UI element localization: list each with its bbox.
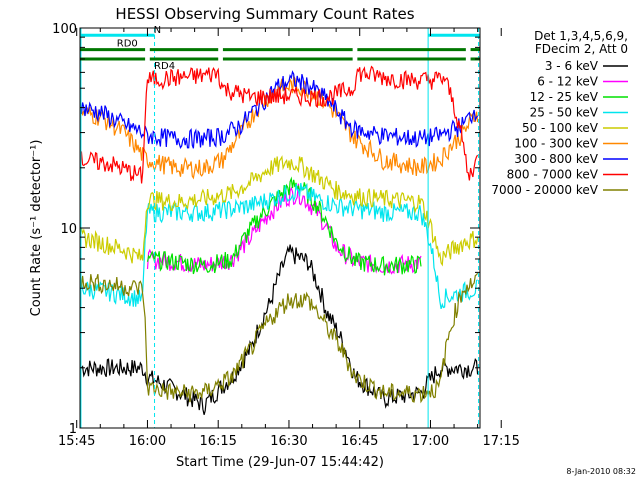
x-tick-label-2: 16:15	[199, 434, 236, 449]
series-3	[80, 182, 478, 310]
footer-date: 8-Jan-2010 08:32	[566, 467, 636, 476]
series-line-7	[80, 65, 479, 184]
flag-label-2: RD4	[154, 61, 175, 72]
series-2	[146, 176, 422, 276]
legend-label-7: 800 - 7000 keV	[507, 168, 599, 182]
axes: 15:45 16:00 16:15 16:30 16:45 17:00 17:15 1 10 10…	[52, 22, 520, 449]
legend-label-6: 300 - 800 keV	[514, 152, 598, 166]
series-line-3	[80, 182, 478, 310]
chart-title: HESSI Observing Summary Count Rates	[115, 5, 414, 23]
y-tick-label-2: 100	[52, 22, 77, 37]
y-tick-label-1: 10	[60, 222, 77, 237]
legend-header-line-1: Det 1,3,4,5,6,9,	[534, 29, 628, 43]
series-4	[80, 155, 479, 267]
legend-label-8: 7000 - 20000 keV	[491, 183, 598, 197]
legend-label-3: 25 - 50 keV	[530, 106, 599, 120]
x-tick-label-1: 16:00	[129, 434, 166, 449]
legend-label-4: 50 - 100 keV	[522, 121, 599, 135]
flag-label-0: N	[154, 25, 161, 36]
legend: Det 1,3,4,5,6,9, FDecim 2, Att 0 3 - 6 k…	[491, 29, 628, 197]
legend-label-5: 100 - 300 keV	[514, 137, 598, 151]
plot-area: N RD0 RD4	[80, 25, 480, 428]
series-line-4	[80, 155, 479, 267]
series-7	[80, 65, 479, 184]
series-8	[80, 272, 479, 404]
x-tick-label-3: 16:30	[270, 434, 307, 449]
series-line-5	[80, 74, 479, 180]
x-axis-label: Start Time (29-Jun-07 15:44:42)	[176, 455, 384, 470]
legend-label-2: 12 - 25 keV	[530, 90, 599, 104]
series-line-2	[146, 176, 422, 276]
flag-label-1: RD0	[117, 39, 138, 50]
y-axis-label: Count Rate (s⁻¹ detector⁻¹)	[29, 140, 44, 317]
x-tick-label-5: 17:00	[412, 434, 449, 449]
series-5	[80, 74, 479, 180]
series-line-8	[80, 272, 479, 404]
legend-label-1: 6 - 12 keV	[537, 75, 599, 89]
legend-label-0: 3 - 6 keV	[545, 59, 599, 73]
x-tick-label-0: 15:45	[58, 434, 95, 449]
legend-header-line-2: FDecim 2, Att 0	[535, 42, 628, 56]
y-tick-label-0: 1	[69, 422, 77, 437]
x-tick-label-4: 16:45	[341, 434, 378, 449]
x-tick-label-6: 17:15	[482, 434, 519, 449]
